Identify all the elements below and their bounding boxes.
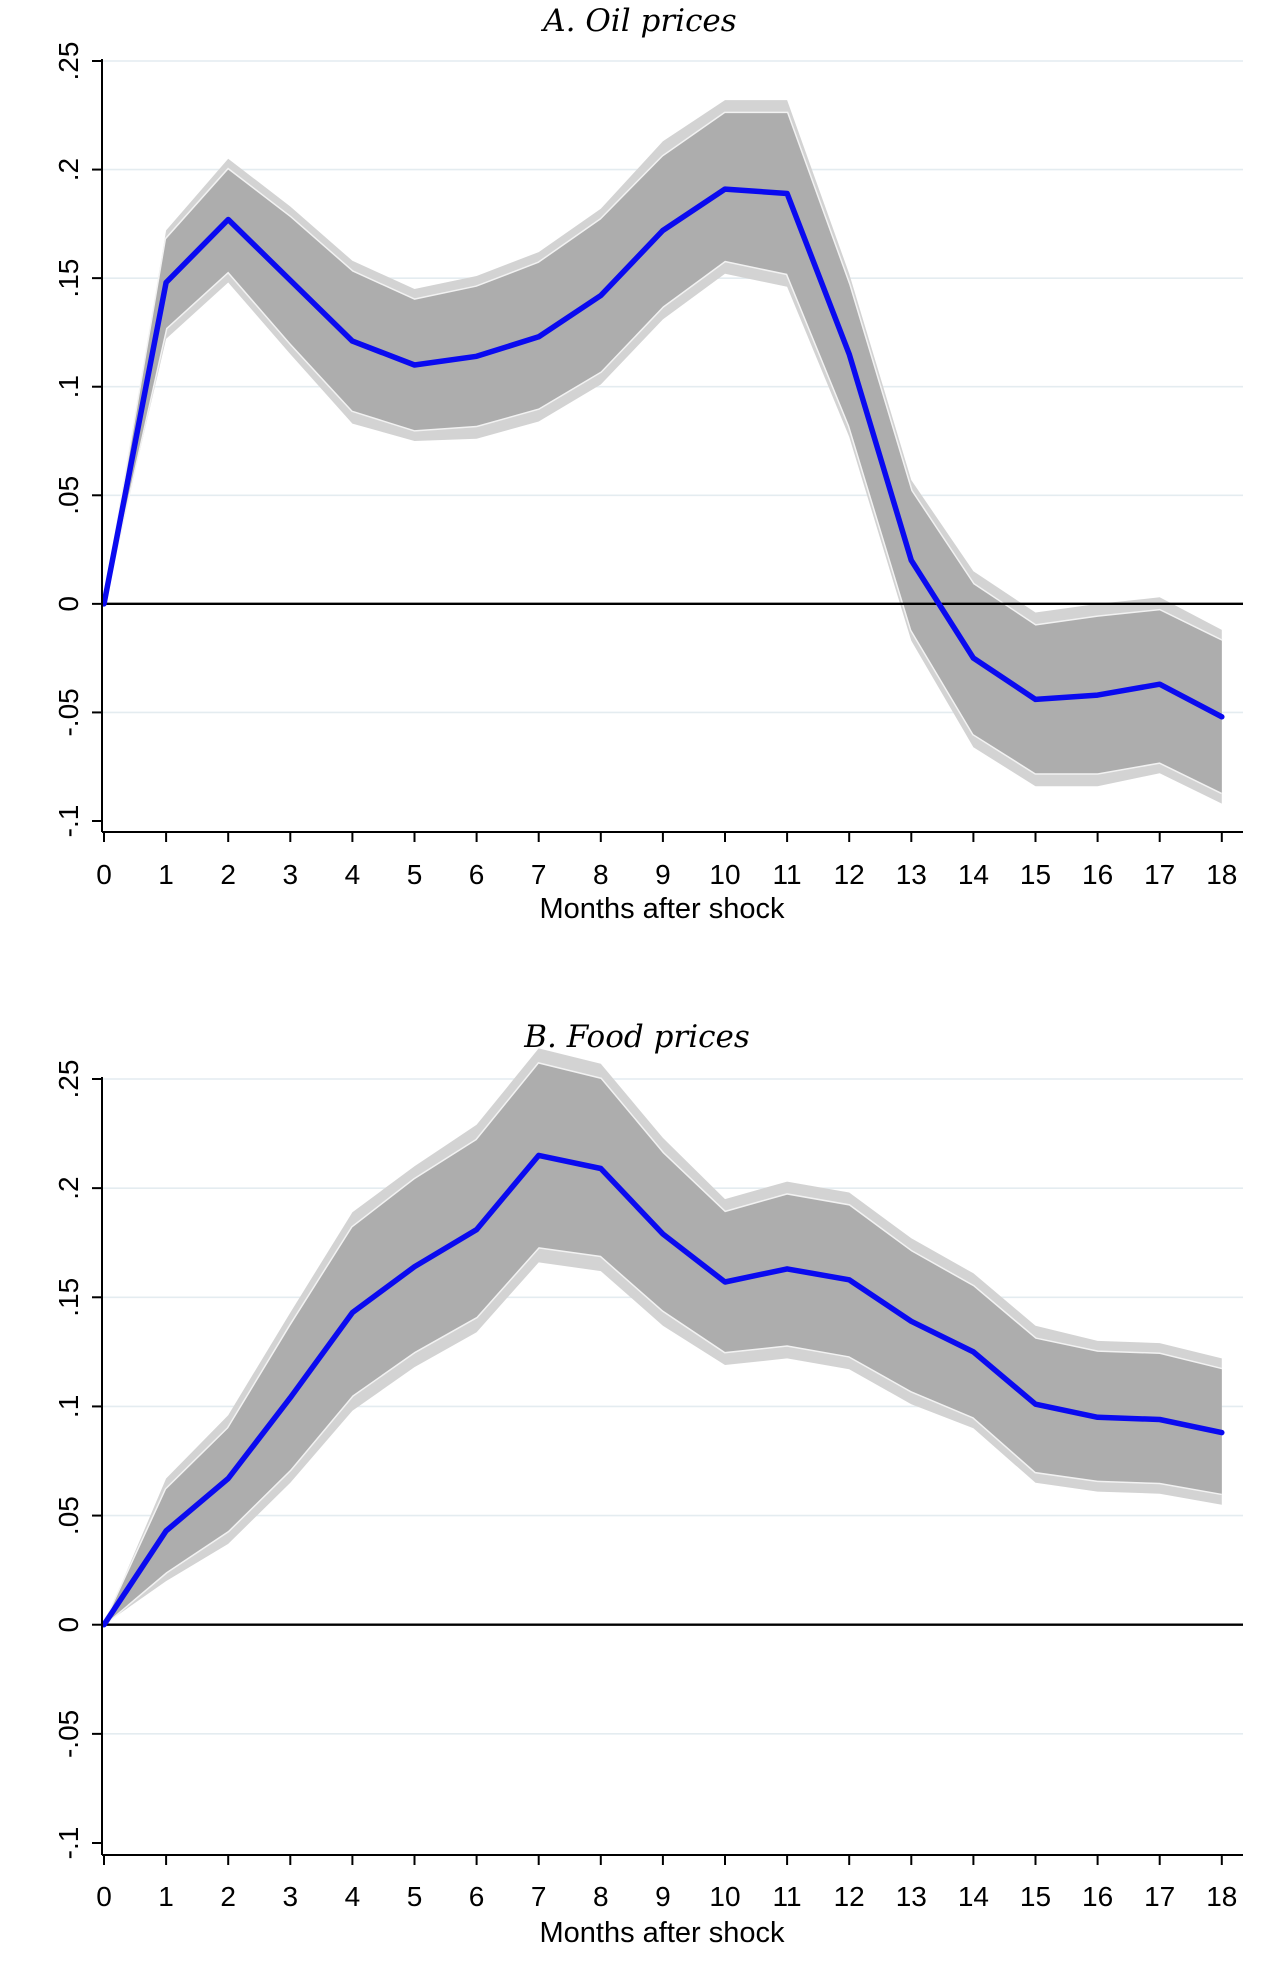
panel-b-x-tick-label: 10 bbox=[709, 1881, 740, 1912]
panel-b-x-tick-label: 15 bbox=[1020, 1881, 1051, 1912]
panel-b-y-tick-label: .15 bbox=[53, 1278, 84, 1317]
panel-b-x-tick-label: 6 bbox=[469, 1881, 485, 1912]
panel-b-y-tick-label: -.05 bbox=[53, 1710, 84, 1758]
panel-b-y-tick-label: .2 bbox=[53, 1176, 84, 1199]
panel-a-x-tick-label: 10 bbox=[709, 859, 740, 890]
panel-a-y-tick-label: .2 bbox=[53, 158, 84, 181]
panel-a-x-tick-label: 0 bbox=[96, 859, 112, 890]
panel-a-y-tick-label: -.05 bbox=[53, 688, 84, 736]
panel-b-x-tick-label: 7 bbox=[531, 1881, 547, 1912]
panel-a-x-tick-label: 15 bbox=[1020, 859, 1051, 890]
panel-b-x-tick-label: 3 bbox=[283, 1881, 299, 1912]
panel-b-x-tick-label: 18 bbox=[1206, 1881, 1237, 1912]
panel-b-axes bbox=[101, 1077, 1243, 1856]
panel-a-y-tick-label: .15 bbox=[53, 259, 84, 298]
panel-b-x-tick-label: 14 bbox=[958, 1881, 989, 1912]
panel-b-x-tick-label: 1 bbox=[158, 1881, 174, 1912]
panel-b-x-tick-label: 4 bbox=[345, 1881, 361, 1912]
panel-a-x-tick-label: 17 bbox=[1144, 859, 1175, 890]
panel-a-x-tick-label: 5 bbox=[407, 859, 423, 890]
panel-b-y-tick-label: -.1 bbox=[53, 1827, 84, 1860]
panel-a-confidence-bands bbox=[102, 100, 1223, 804]
panel-a-x-tick-label: 13 bbox=[896, 859, 927, 890]
panel-a-x-tick-label: 2 bbox=[220, 859, 236, 890]
panel-a-x-tick-label: 18 bbox=[1206, 859, 1237, 890]
panel-b-x-ticks: 0 1 2 3 4 5 6 7 8 9 10 11 12 13 14 15 16 17 18 bbox=[96, 1855, 1237, 1912]
panel-a-x-tick-label: 7 bbox=[531, 859, 547, 890]
panel-b-x-tick-label: 11 bbox=[773, 1881, 802, 1912]
panel-b-y-tick-label: .05 bbox=[53, 1496, 84, 1535]
panel-a-irf-line bbox=[101, 186, 1225, 720]
panel-b-outer-confidence-band bbox=[104, 1048, 1222, 1625]
panel-a-x-tick-label: 4 bbox=[345, 859, 361, 890]
panel-b-x-tick-label: 8 bbox=[593, 1881, 609, 1912]
panel-b-inner-confidence-band bbox=[104, 1063, 1222, 1625]
panel-b-title: B. Food prices bbox=[523, 1019, 750, 1055]
panel-b-confidence-bands bbox=[102, 1048, 1223, 1626]
panel-a-x-axis-label: Months after shock bbox=[540, 893, 785, 925]
panel-a-x-ticks: 0 1 2 3 4 5 6 7 8 9 10 11 12 13 14 15 16 17 18 bbox=[96, 832, 1237, 890]
panel-a-x-tick-label: 9 bbox=[655, 859, 671, 890]
panel-a-x-tick-label: 14 bbox=[958, 859, 989, 890]
panel-a-series bbox=[101, 186, 1225, 720]
panel-a-x-tick-label: 12 bbox=[834, 859, 865, 890]
panel-a-inner-confidence-band bbox=[104, 113, 1222, 793]
panel-a-y-ticks: -.1 -.05 0 .05 .1 .15 .2 .25 bbox=[53, 42, 102, 838]
panel-a-x-tick-label: 16 bbox=[1082, 859, 1113, 890]
panel-b-x-tick-label: 2 bbox=[220, 1881, 236, 1912]
panel-a-x-tick-label: 6 bbox=[469, 859, 485, 890]
panel-b-x-tick-label: 17 bbox=[1144, 1881, 1175, 1912]
panel-b-x-tick-label: 12 bbox=[834, 1881, 865, 1912]
panel-a-y-tick-label: .1 bbox=[53, 375, 84, 398]
panel-b-x-axis-label: Months after shock bbox=[540, 1917, 785, 1949]
panel-b-x-tick-label: 5 bbox=[407, 1881, 423, 1912]
panel-b-x-tick-label: 16 bbox=[1082, 1881, 1113, 1912]
panel-b-y-tick-label: .1 bbox=[53, 1395, 84, 1418]
panel-b-y-tick-label: 0 bbox=[53, 1617, 84, 1633]
panel-a-x-tick-label: 11 bbox=[773, 859, 802, 890]
panel-a-y-tick-label: -.1 bbox=[53, 805, 84, 838]
panel-a-x-tick-label: 3 bbox=[283, 859, 299, 890]
panel-b-series bbox=[101, 1152, 1225, 1628]
panel-b-x-tick-label: 0 bbox=[96, 1881, 112, 1912]
panel-b-irf-line bbox=[101, 1152, 1225, 1628]
panel-a-x-tick-label: 8 bbox=[593, 859, 609, 890]
panel-b-y-tick-label: .25 bbox=[53, 1060, 84, 1099]
panel-b-x-tick-label: 9 bbox=[655, 1881, 671, 1912]
panel-b-x-tick-label: 13 bbox=[896, 1881, 927, 1912]
panel-a-y-tick-label: .25 bbox=[53, 42, 84, 81]
panel-a-axes bbox=[101, 59, 1243, 833]
panel-a-title: A. Oil prices bbox=[540, 3, 736, 39]
panel-a-y-tick-label: 0 bbox=[53, 596, 84, 612]
panel-b-y-ticks: -.1 -.05 0 .05 .1 .15 .2 .25 bbox=[53, 1060, 102, 1860]
panel-a-y-tick-label: .05 bbox=[53, 476, 84, 515]
panel-a-x-tick-label: 1 bbox=[158, 859, 174, 890]
